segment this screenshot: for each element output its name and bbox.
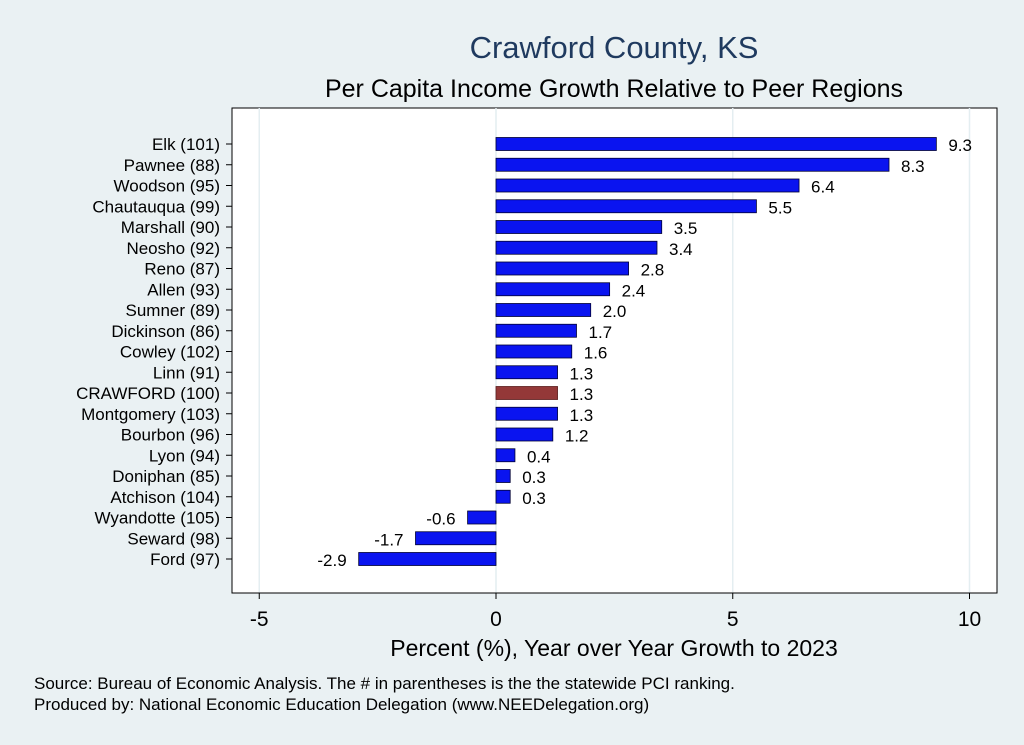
data-label: 1.3	[570, 364, 594, 383]
bar	[495, 323, 577, 338]
category-label: Pawnee (88)	[124, 156, 220, 175]
bar	[495, 261, 629, 276]
category-label: Lyon (94)	[149, 446, 220, 465]
x-axis-title: Percent (%), Year over Year Growth to 20…	[390, 635, 838, 661]
bar	[495, 178, 800, 193]
data-label: 0.3	[522, 468, 546, 487]
bar	[415, 531, 497, 546]
bar	[467, 510, 497, 525]
category-label: Neosho (92)	[126, 239, 220, 258]
category-label: Seward (98)	[127, 529, 220, 548]
bar	[358, 552, 497, 566]
bar	[495, 199, 757, 214]
category-labels: Elk (101) Pawnee (88) Woodson (95)Chautauq…	[76, 135, 220, 569]
chart-title: Crawford County, KS	[470, 30, 759, 65]
bar	[495, 157, 890, 172]
data-label: 1.3	[570, 385, 594, 404]
chart-subtitle: Per Capita Income Growth Relative to Pee…	[325, 75, 903, 103]
data-label: 0.4	[527, 447, 551, 466]
category-label: Sumner (89)	[126, 301, 220, 320]
source-note: Source: Bureau of Economic Analysis. The…	[34, 674, 735, 693]
x-tick-label: -5	[250, 608, 269, 631]
bar	[495, 469, 511, 483]
category-label: Allen (93)	[147, 280, 220, 299]
bar	[495, 220, 663, 234]
bars	[358, 137, 937, 566]
data-label: 3.5	[674, 219, 698, 238]
produced-by-note: Produced by: National Economic Education…	[34, 695, 649, 714]
data-label: 3.4	[669, 240, 693, 259]
bar-highlight	[495, 386, 558, 400]
category-label: Reno (87)	[144, 260, 220, 279]
data-label: 2.0	[603, 302, 627, 321]
category-label: Linn (91)	[153, 363, 220, 382]
data-label: 2.8	[641, 261, 665, 280]
value-labels: 9.38.36.45.53.53.42.82.42.01.71.61.31.31…	[317, 136, 972, 570]
bar	[495, 406, 558, 421]
data-label: -0.6	[426, 510, 455, 529]
data-label: -2.9	[317, 551, 346, 570]
data-label: 6.4	[811, 178, 835, 197]
bar	[495, 448, 516, 463]
bar	[495, 137, 937, 151]
category-label: Atchison (104)	[110, 488, 220, 507]
data-label: 0.3	[522, 489, 546, 508]
data-label: 1.6	[584, 344, 608, 363]
category-label: Elk (101)	[152, 135, 220, 154]
category-label: Marshall (90)	[121, 218, 220, 237]
category-label: Dickinson (86)	[111, 322, 220, 341]
bar	[495, 303, 592, 317]
data-label: 8.3	[901, 157, 925, 176]
category-label: Chautauqua (99)	[92, 197, 220, 216]
bar	[495, 344, 573, 359]
category-label: Montgomery (103)	[81, 405, 220, 424]
category-label: Woodson (95)	[114, 177, 220, 196]
category-label: Cowley (102)	[120, 343, 220, 362]
category-label: Wyandotte (105)	[94, 509, 220, 528]
x-axis-ticks: -5 0 5 10	[250, 593, 981, 631]
x-tick-label: 5	[727, 608, 739, 631]
data-label: 1.2	[565, 427, 589, 446]
category-label: Ford (97)	[150, 550, 220, 569]
data-label: 2.4	[622, 281, 646, 300]
data-label: 5.5	[768, 198, 792, 217]
bar	[495, 240, 658, 255]
bar	[495, 427, 554, 442]
x-tick-label: 0	[490, 608, 502, 631]
data-label: -1.7	[374, 530, 403, 549]
data-label: 1.3	[570, 406, 594, 425]
category-label: CRAWFORD (100)	[76, 384, 220, 403]
x-tick-label: 10	[958, 608, 981, 631]
category-label: Doniphan (85)	[112, 467, 220, 486]
data-label: 9.3	[948, 136, 972, 155]
bar	[495, 365, 558, 380]
bar	[495, 282, 611, 297]
category-label: Bourbon (96)	[121, 426, 220, 445]
bar	[495, 489, 511, 504]
data-label: 1.7	[588, 323, 612, 342]
